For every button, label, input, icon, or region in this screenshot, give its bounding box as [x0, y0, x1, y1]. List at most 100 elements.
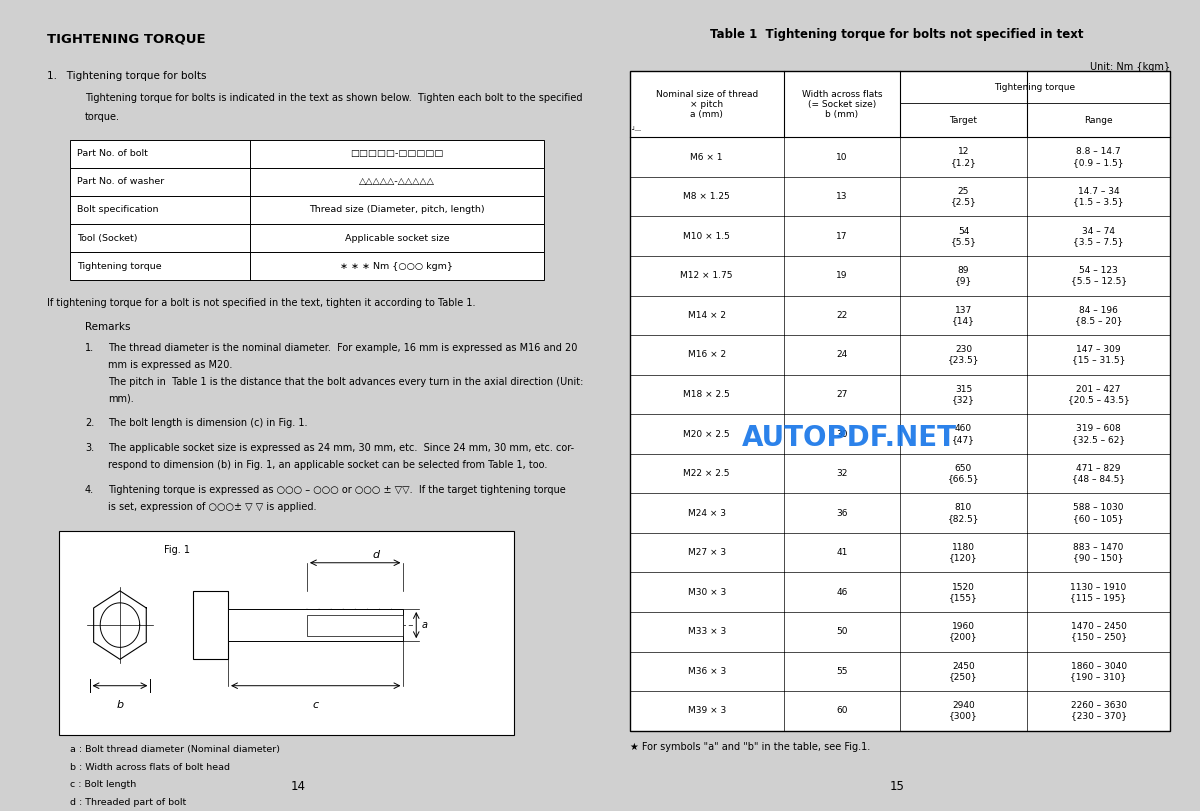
Text: is set, expression of ○○○± ▽ ▽ is applied.: is set, expression of ○○○± ▽ ▽ is applie…	[108, 502, 317, 512]
Text: 10: 10	[836, 152, 847, 161]
Text: b : Width across flats of bolt head: b : Width across flats of bolt head	[71, 763, 230, 772]
Text: M30 × 3: M30 × 3	[688, 588, 726, 597]
Text: Bolt specification: Bolt specification	[77, 205, 158, 214]
Text: Tightening torque: Tightening torque	[995, 83, 1075, 92]
Text: mm is expressed as M20.: mm is expressed as M20.	[108, 360, 233, 370]
Text: Nominal size of thread
× pitch
a (mm): Nominal size of thread × pitch a (mm)	[655, 89, 758, 119]
Text: 55: 55	[836, 667, 847, 676]
Text: 24: 24	[836, 350, 847, 359]
Text: Target: Target	[949, 116, 978, 125]
Text: 230
{23.5}: 230 {23.5}	[948, 345, 979, 365]
Text: ★ For symbols "a" and "b" in the table, see Fig.1.: ★ For symbols "a" and "b" in the table, …	[630, 742, 870, 752]
Text: M36 × 3: M36 × 3	[688, 667, 726, 676]
Bar	[71, 252, 544, 281]
Text: If tightening torque for a bolt is not specified in the text, tighten it accordi: If tightening torque for a bolt is not s…	[47, 298, 475, 308]
Text: The thread diameter is the nominal diameter.  For example, 16 mm is expressed as: The thread diameter is the nominal diame…	[108, 343, 577, 353]
Text: Unit: Nm {kgm}: Unit: Nm {kgm}	[1090, 62, 1170, 72]
Text: 147 – 309
{15 – 31.5}: 147 – 309 {15 – 31.5}	[1072, 345, 1126, 365]
Text: respond to dimension (b) in Fig. 1, an applicable socket can be selected from Ta: respond to dimension (b) in Fig. 1, an a…	[108, 460, 547, 470]
Text: 2.: 2.	[85, 418, 94, 428]
Text: The pitch in  Table 1 is the distance that the bolt advances every turn in the a: The pitch in Table 1 is the distance tha…	[108, 376, 583, 387]
Text: 30: 30	[836, 430, 847, 439]
Bar	[59, 530, 515, 736]
Text: Thread size (Diameter, pitch, length): Thread size (Diameter, pitch, length)	[310, 205, 485, 214]
Text: Tightening torque is expressed as ○○○ – ○○○ or ○○○ ± ▽▽.  If the target tighteni: Tightening torque is expressed as ○○○ – …	[108, 485, 566, 495]
Text: 137
{14}: 137 {14}	[952, 306, 974, 325]
Text: 2940
{300}: 2940 {300}	[949, 702, 978, 721]
Text: 650
{66.5}: 650 {66.5}	[948, 464, 979, 483]
Text: The bolt length is dimension (c) in Fig. 1.: The bolt length is dimension (c) in Fig.…	[108, 418, 307, 428]
Text: M6 × 1: M6 × 1	[690, 152, 722, 161]
Bar	[71, 168, 544, 196]
Text: Part No. of bolt: Part No. of bolt	[77, 149, 148, 158]
Text: M20 × 2.5: M20 × 2.5	[684, 430, 730, 439]
Text: 25
{2.5}: 25 {2.5}	[950, 187, 977, 206]
Text: Width across flats
(= Socket size)
b (mm): Width across flats (= Socket size) b (mm…	[802, 89, 882, 119]
Text: 54
{5.5}: 54 {5.5}	[950, 226, 977, 246]
Bar	[307, 615, 403, 636]
Text: M22 × 2.5: M22 × 2.5	[684, 469, 730, 478]
Text: 1470 – 2450
{150 – 250}: 1470 – 2450 {150 – 250}	[1070, 622, 1127, 642]
Text: 19: 19	[836, 272, 847, 281]
Text: M18 × 2.5: M18 × 2.5	[683, 390, 730, 399]
Text: 460
{47}: 460 {47}	[952, 424, 974, 444]
Text: □□□□□-□□□□□: □□□□□-□□□□□	[350, 149, 444, 158]
Text: 54 – 123
{5.5 – 12.5}: 54 – 123 {5.5 – 12.5}	[1070, 266, 1127, 285]
Text: 1520
{155}: 1520 {155}	[949, 582, 978, 602]
Text: 1960
{200}: 1960 {200}	[949, 622, 978, 642]
Text: 1860 – 3040
{190 – 310}: 1860 – 3040 {190 – 310}	[1070, 662, 1127, 681]
Text: 84 – 196
{8.5 – 20}: 84 – 196 {8.5 – 20}	[1075, 306, 1122, 325]
Text: 12
{1.2}: 12 {1.2}	[950, 148, 977, 167]
Text: 27: 27	[836, 390, 847, 399]
Text: 588 – 1030
{60 – 105}: 588 – 1030 {60 – 105}	[1073, 504, 1124, 523]
Text: 471 – 829
{48 – 84.5}: 471 – 829 {48 – 84.5}	[1072, 464, 1126, 483]
Text: Part No. of washer: Part No. of washer	[77, 178, 164, 187]
Text: 1.   Tightening torque for bolts: 1. Tightening torque for bolts	[47, 71, 206, 81]
Text: 22: 22	[836, 311, 847, 320]
Text: d: d	[373, 551, 380, 560]
Bar	[71, 196, 544, 224]
Text: AUTOPDF.NET: AUTOPDF.NET	[742, 423, 956, 452]
Text: b: b	[116, 700, 124, 710]
Text: TIGHTENING TORQUE: TIGHTENING TORQUE	[47, 32, 205, 45]
Text: Tightening torque for bolts is indicated in the text as shown below.  Tighten ea: Tightening torque for bolts is indicated…	[85, 93, 582, 103]
Text: M14 × 2: M14 × 2	[688, 311, 726, 320]
Bar	[630, 71, 1170, 731]
Text: Range: Range	[1085, 116, 1112, 125]
Text: 315
{32}: 315 {32}	[952, 384, 974, 404]
Text: ∗ ∗ ∗ Nm {○○○ kgm}: ∗ ∗ ∗ Nm {○○○ kgm}	[341, 262, 454, 271]
Text: 201 – 427
{20.5 – 43.5}: 201 – 427 {20.5 – 43.5}	[1068, 384, 1129, 404]
Text: 60: 60	[836, 706, 847, 715]
Text: 14: 14	[290, 780, 306, 793]
Bar	[71, 224, 544, 252]
Text: 1180
{120}: 1180 {120}	[949, 543, 978, 562]
Text: Applicable socket size: Applicable socket size	[344, 234, 449, 242]
Text: M24 × 3: M24 × 3	[688, 508, 726, 517]
Text: 14.7 – 34
{1.5 – 3.5}: 14.7 – 34 {1.5 – 3.5}	[1073, 187, 1124, 206]
Text: d : Threaded part of bolt: d : Threaded part of bolt	[71, 798, 186, 807]
Text: 34 – 74
{3.5 – 7.5}: 34 – 74 {3.5 – 7.5}	[1073, 226, 1124, 246]
Bar	[193, 591, 228, 659]
Text: Tool (Socket): Tool (Socket)	[77, 234, 138, 242]
Text: 2260 – 3630
{230 – 370}: 2260 – 3630 {230 – 370}	[1070, 702, 1127, 721]
Text: mm).: mm).	[108, 393, 134, 403]
Text: M27 × 3: M27 × 3	[688, 548, 726, 557]
Bar	[71, 139, 544, 168]
Text: The applicable socket size is expressed as 24 mm, 30 mm, etc.  Since 24 mm, 30 m: The applicable socket size is expressed …	[108, 444, 575, 453]
Text: M10 × 1.5: M10 × 1.5	[683, 232, 730, 241]
Text: 89
{9}: 89 {9}	[955, 266, 972, 285]
Text: a: a	[422, 620, 428, 630]
Text: 319 – 608
{32.5 – 62}: 319 – 608 {32.5 – 62}	[1072, 424, 1126, 444]
Text: 13: 13	[836, 192, 847, 201]
Text: 36: 36	[836, 508, 847, 517]
Text: △△△△△-△△△△△: △△△△△-△△△△△	[359, 178, 434, 187]
Text: M8 × 1.25: M8 × 1.25	[683, 192, 730, 201]
Text: 32: 32	[836, 469, 847, 478]
Text: M33 × 3: M33 × 3	[688, 627, 726, 637]
Text: 2450
{250}: 2450 {250}	[949, 662, 978, 681]
Text: 50: 50	[836, 627, 847, 637]
Text: 17: 17	[836, 232, 847, 241]
Text: 883 – 1470
{90 – 150}: 883 – 1470 {90 – 150}	[1073, 543, 1124, 562]
Text: M12 × 1.75: M12 × 1.75	[680, 272, 733, 281]
Text: c : Bolt length: c : Bolt length	[71, 780, 137, 789]
